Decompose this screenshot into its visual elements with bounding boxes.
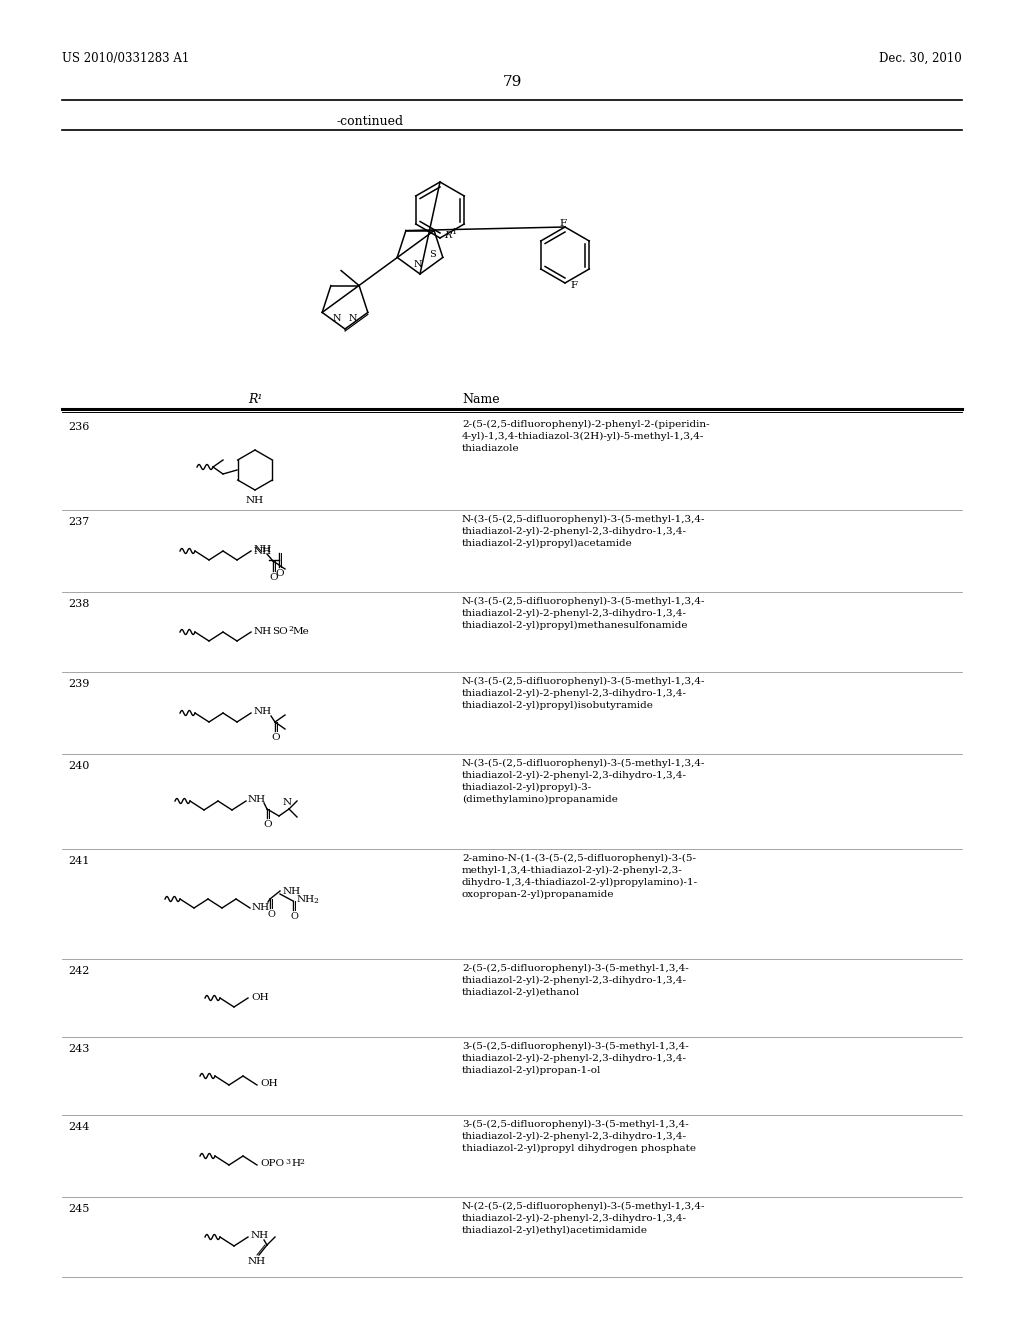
Text: 79: 79 xyxy=(503,75,521,88)
Text: NH: NH xyxy=(283,887,301,895)
Text: O: O xyxy=(269,573,279,582)
Text: NH: NH xyxy=(251,1232,269,1241)
Text: NH: NH xyxy=(254,546,272,556)
Text: N-(3-(5-(2,5-difluorophenyl)-3-(5-methyl-1,3,4-
thiadiazol-2-yl)-2-phenyl-2,3-di: N-(3-(5-(2,5-difluorophenyl)-3-(5-methyl… xyxy=(462,759,706,804)
Text: S: S xyxy=(429,249,436,259)
Text: 243: 243 xyxy=(68,1044,89,1053)
Text: N: N xyxy=(283,799,292,807)
Text: NH: NH xyxy=(248,796,266,804)
Text: N: N xyxy=(333,314,341,322)
Text: NH: NH xyxy=(254,708,272,717)
Text: -continued: -continued xyxy=(337,115,403,128)
Text: OH: OH xyxy=(260,1080,278,1089)
Text: N: N xyxy=(349,314,357,322)
Text: NH: NH xyxy=(254,545,272,554)
Text: 2: 2 xyxy=(288,624,293,634)
Text: 240: 240 xyxy=(68,762,89,771)
Text: O: O xyxy=(275,569,285,578)
Text: OPO: OPO xyxy=(260,1159,284,1168)
Text: 2-amino-N-(1-(3-(5-(2,5-difluorophenyl)-3-(5-
methyl-1,3,4-thiadiazol-2-yl)-2-ph: 2-amino-N-(1-(3-(5-(2,5-difluorophenyl)-… xyxy=(462,854,698,899)
Text: Dec. 30, 2010: Dec. 30, 2010 xyxy=(880,51,962,65)
Text: F: F xyxy=(570,281,578,289)
Text: 238: 238 xyxy=(68,599,89,609)
Text: 2-(5-(2,5-difluorophenyl)-2-phenyl-2-(piperidin-
4-yl)-1,3,4-thiadiazol-3(2H)-yl: 2-(5-(2,5-difluorophenyl)-2-phenyl-2-(pi… xyxy=(462,420,710,453)
Text: 2: 2 xyxy=(299,1158,304,1166)
Text: O: O xyxy=(290,912,298,921)
Text: 3-(5-(2,5-difluorophenyl)-3-(5-methyl-1,3,4-
thiadiazol-2-yl)-2-phenyl-2,3-dihyd: 3-(5-(2,5-difluorophenyl)-3-(5-methyl-1,… xyxy=(462,1119,696,1154)
Text: NH: NH xyxy=(254,627,272,635)
Text: 1: 1 xyxy=(452,228,458,236)
Text: 245: 245 xyxy=(68,1204,89,1214)
Text: 3-(5-(2,5-difluorophenyl)-3-(5-methyl-1,3,4-
thiadiazol-2-yl)-2-phenyl-2,3-dihyd: 3-(5-(2,5-difluorophenyl)-3-(5-methyl-1,… xyxy=(462,1041,689,1074)
Text: 239: 239 xyxy=(68,678,89,689)
Text: 244: 244 xyxy=(68,1122,89,1133)
Text: NH: NH xyxy=(248,1257,266,1266)
Text: 3: 3 xyxy=(285,1158,290,1166)
Text: H: H xyxy=(291,1159,300,1168)
Text: N-(2-(5-(2,5-difluorophenyl)-3-(5-methyl-1,3,4-
thiadiazol-2-yl)-2-phenyl-2,3-di: N-(2-(5-(2,5-difluorophenyl)-3-(5-methyl… xyxy=(462,1203,706,1236)
Text: N-(3-(5-(2,5-difluorophenyl)-3-(5-methyl-1,3,4-
thiadiazol-2-yl)-2-phenyl-2,3-di: N-(3-(5-(2,5-difluorophenyl)-3-(5-methyl… xyxy=(462,597,706,630)
Text: NH: NH xyxy=(252,903,270,912)
Text: 2-(5-(2,5-difluorophenyl)-3-(5-methyl-1,3,4-
thiadiazol-2-yl)-2-phenyl-2,3-dihyd: 2-(5-(2,5-difluorophenyl)-3-(5-methyl-1,… xyxy=(462,964,689,997)
Text: Me: Me xyxy=(293,627,309,635)
Text: R: R xyxy=(444,231,452,239)
Text: F: F xyxy=(559,219,566,228)
Text: US 2010/0331283 A1: US 2010/0331283 A1 xyxy=(62,51,189,65)
Text: 241: 241 xyxy=(68,855,89,866)
Text: O: O xyxy=(271,733,281,742)
Text: O: O xyxy=(267,909,274,919)
Text: N: N xyxy=(414,260,422,269)
Text: NH: NH xyxy=(297,895,315,903)
Text: SO: SO xyxy=(272,627,288,635)
Text: 242: 242 xyxy=(68,966,89,975)
Text: NH: NH xyxy=(246,496,264,506)
Text: 237: 237 xyxy=(68,517,89,527)
Text: N-(3-(5-(2,5-difluorophenyl)-3-(5-methyl-1,3,4-
thiadiazol-2-yl)-2-phenyl-2,3-di: N-(3-(5-(2,5-difluorophenyl)-3-(5-methyl… xyxy=(462,515,706,548)
Text: Name: Name xyxy=(462,393,500,407)
Text: O: O xyxy=(264,820,272,829)
Text: 2: 2 xyxy=(313,898,317,906)
Text: 236: 236 xyxy=(68,422,89,432)
Text: N-(3-(5-(2,5-difluorophenyl)-3-(5-methyl-1,3,4-
thiadiazol-2-yl)-2-phenyl-2,3-di: N-(3-(5-(2,5-difluorophenyl)-3-(5-methyl… xyxy=(462,677,706,710)
Text: OH: OH xyxy=(251,993,268,1002)
Text: R¹: R¹ xyxy=(248,393,262,407)
